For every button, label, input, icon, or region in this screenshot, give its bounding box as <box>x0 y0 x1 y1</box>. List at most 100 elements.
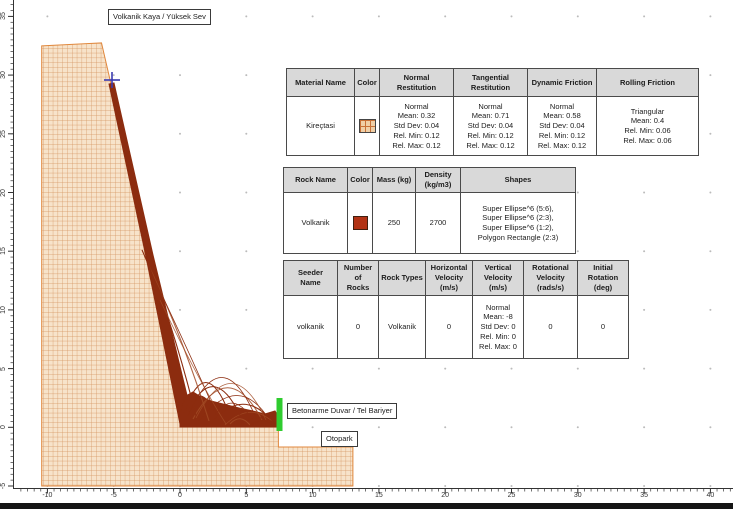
seeders-table-header-row: Seeder Name Number of Rocks Rock Types H… <box>283 260 629 296</box>
col-header-horizontal-velocity: Horizontal Velocity (m/s) <box>425 260 473 296</box>
material-normal-restitution-cell: Normal Mean: 0.32 Std Dev: 0.04 Rel. Min… <box>379 96 454 156</box>
rock-row: Volkanik 250 2700 Super Ellipse^6 (5:6),… <box>283 192 576 254</box>
trajectory-arc <box>189 386 241 416</box>
x-axis-tick-label: -5 <box>110 492 117 499</box>
seeder-number-of-rocks-cell: 0 <box>337 295 379 359</box>
grid-dot <box>709 132 712 135</box>
grid-dot <box>709 250 712 253</box>
grid-dot <box>576 15 579 18</box>
y-axis-tick-label: 25 <box>0 129 7 138</box>
grid-dot <box>245 191 248 194</box>
barrier-annotation-label: Betonarme Duvar / Tel Bariyer <box>287 403 398 420</box>
grid-dot <box>245 250 248 253</box>
grid-dot <box>576 426 579 429</box>
grid-dot <box>709 367 712 370</box>
x-axis-tick-label: -10 <box>42 492 53 499</box>
grid-dot <box>179 132 181 135</box>
seeder-rock-types-cell: Volkanik <box>378 295 426 359</box>
y-axis-tick-label: 0 <box>0 425 7 430</box>
grid-dot <box>245 74 248 77</box>
seeder-row: volkanik 0 Volkanik 0 Normal Mean: -8 St… <box>283 295 629 359</box>
grid-dot <box>643 191 646 194</box>
grid-dot <box>709 485 712 487</box>
col-header-tangential-restitution: Tangential Restitution <box>453 68 528 97</box>
col-header-initial-rotation: Initial Rotation (deg) <box>577 260 629 296</box>
grid-dot <box>444 367 447 370</box>
grid-dot <box>643 485 646 487</box>
trajectory-arc <box>229 418 251 426</box>
grid-dot <box>709 74 712 77</box>
col-header-vertical-velocity: Vertical Velocity (m/s) <box>472 260 524 296</box>
trajectory-arc <box>250 420 278 427</box>
grid-dot <box>377 426 380 429</box>
rocks-table-header-row: Rock Name Color Mass (kg) Density (kg/m3… <box>283 167 576 193</box>
trajectory-arc <box>146 261 210 422</box>
grid-dot <box>510 367 513 370</box>
material-tangential-restitution-cell: Normal Mean: 0.71 Std Dev: 0.04 Rel. Min… <box>453 96 528 156</box>
seeder-name-cell: volkanik <box>283 295 338 359</box>
grid-dot <box>576 191 579 194</box>
material-color-cell <box>354 96 380 156</box>
grid-dot <box>643 250 646 253</box>
grid-dot <box>245 132 248 135</box>
grid-dot <box>311 367 314 370</box>
y-axis-tick-label: -5 <box>0 482 7 490</box>
grid-dot <box>245 15 248 18</box>
col-header-rock-color: Color <box>347 167 373 193</box>
rock-density-cell: 2700 <box>415 192 461 254</box>
y-axis-tick-label: 20 <box>0 188 7 197</box>
trajectory-arc <box>192 387 263 421</box>
col-header-rock-name: Rock Name <box>283 167 348 193</box>
x-axis-tick-label: 25 <box>507 492 516 499</box>
grid-dot <box>576 485 579 487</box>
grid-dot <box>179 308 181 311</box>
grid-dot <box>311 426 314 429</box>
col-header-color: Color <box>354 68 380 97</box>
rock-shapes-cell: Super Ellipse^6 (5:6), Super Ellipse^6 (… <box>460 192 576 254</box>
grid-dot <box>643 367 646 370</box>
y-axis-tick-label: 15 <box>0 247 7 256</box>
grid-dot <box>510 485 513 487</box>
material-name-cell: Kireçtasi <box>286 96 355 156</box>
trajectory-arc <box>249 420 273 426</box>
grid-dot <box>179 250 181 253</box>
grid-dot <box>709 15 712 18</box>
trajectory-arc <box>198 395 271 422</box>
x-axis-tick-label: 15 <box>374 492 383 499</box>
grid-dot <box>510 15 513 18</box>
trajectory-arc <box>185 395 217 415</box>
grid-dot <box>245 367 248 370</box>
col-header-normal-restitution: Normal Restitution <box>379 68 454 97</box>
grid-dot <box>377 15 380 18</box>
trajectory-arc <box>141 249 197 417</box>
y-axis-tick-label: 10 <box>0 306 7 314</box>
grid-dot <box>709 308 712 311</box>
y-axis-tick-label: 5 <box>0 366 7 371</box>
parking-annotation-label: Otopark <box>321 431 358 448</box>
trajectory-arc <box>238 417 278 427</box>
grid-dot <box>377 367 380 370</box>
window-edge-bar <box>0 503 733 509</box>
grid-dot <box>245 308 248 311</box>
trajectory-arc <box>195 383 267 421</box>
col-header-shapes: Shapes <box>460 167 576 193</box>
rocks-table: Rock Name Color Mass (kg) Density (kg/m3… <box>283 167 576 254</box>
seeder-vertical-velocity-cell: Normal Mean: -8 Std Dev: 0 Rel. Min: 0 R… <box>472 295 524 359</box>
grid-dot <box>377 485 380 487</box>
rock-name-cell: Volkanik <box>283 192 348 254</box>
col-header-material-name: Material Name <box>286 68 355 97</box>
material-row: Kireçtasi Normal Mean: 0.32 Std Dev: 0.0… <box>286 96 699 156</box>
materials-table: Material Name Color Normal Restitution T… <box>286 68 699 156</box>
x-axis-tick-label: 5 <box>244 492 249 499</box>
grid-dot <box>643 15 646 18</box>
col-header-dynamic-friction: Dynamic Friction <box>527 68 597 97</box>
grid-dot <box>643 308 646 311</box>
trajectory-arc <box>187 377 257 419</box>
grid-dot <box>444 15 447 18</box>
seeder-rotational-velocity-cell: 0 <box>523 295 578 359</box>
grid-dot <box>179 74 181 77</box>
grid-dot <box>510 426 513 429</box>
grid-dot <box>643 426 646 429</box>
